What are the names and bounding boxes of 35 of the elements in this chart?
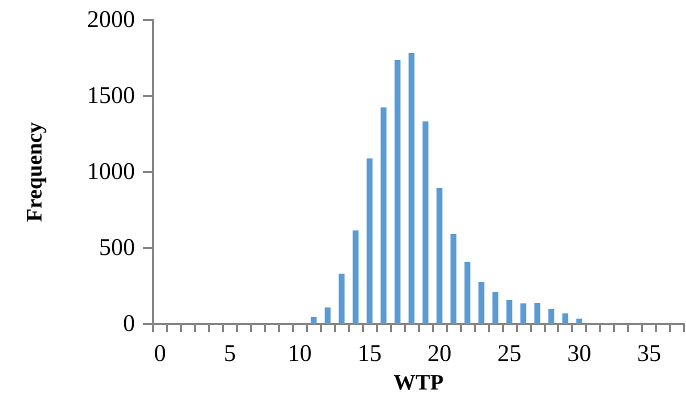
bar	[478, 282, 484, 324]
bar	[464, 262, 470, 324]
bar	[436, 188, 442, 324]
bar	[310, 317, 317, 324]
bar	[534, 303, 540, 324]
y-tick-label: 500	[99, 235, 135, 261]
bar	[380, 107, 386, 324]
bar	[576, 318, 582, 324]
bar	[520, 303, 526, 324]
x-tick-label: 20	[427, 341, 452, 367]
bar	[324, 307, 331, 324]
bar	[408, 52, 414, 324]
x-tick-label: 0	[154, 341, 166, 367]
x-tick-label: 5	[224, 341, 236, 367]
y-axis-title: Frequency	[22, 122, 46, 222]
y-tick-label: 1000	[87, 159, 135, 185]
bar	[548, 308, 554, 324]
bar	[352, 230, 359, 324]
x-tick-label: 25	[497, 341, 522, 367]
y-tick-label: 2000	[87, 7, 135, 33]
x-axis-title: WTP	[393, 369, 444, 394]
bar	[562, 313, 568, 324]
bar	[506, 300, 512, 324]
x-tick-label: 35	[637, 341, 662, 367]
x-tick-label: 30	[567, 341, 592, 367]
y-tick-label: 1500	[87, 83, 135, 109]
bar	[450, 234, 456, 324]
x-tick-label: 15	[358, 341, 382, 367]
x-tick-label: 10	[288, 341, 312, 367]
bar	[492, 292, 498, 324]
y-tick-label: 0	[123, 311, 135, 337]
bar	[394, 60, 400, 324]
bar	[366, 158, 373, 324]
bar	[338, 274, 345, 324]
bar	[422, 121, 428, 324]
